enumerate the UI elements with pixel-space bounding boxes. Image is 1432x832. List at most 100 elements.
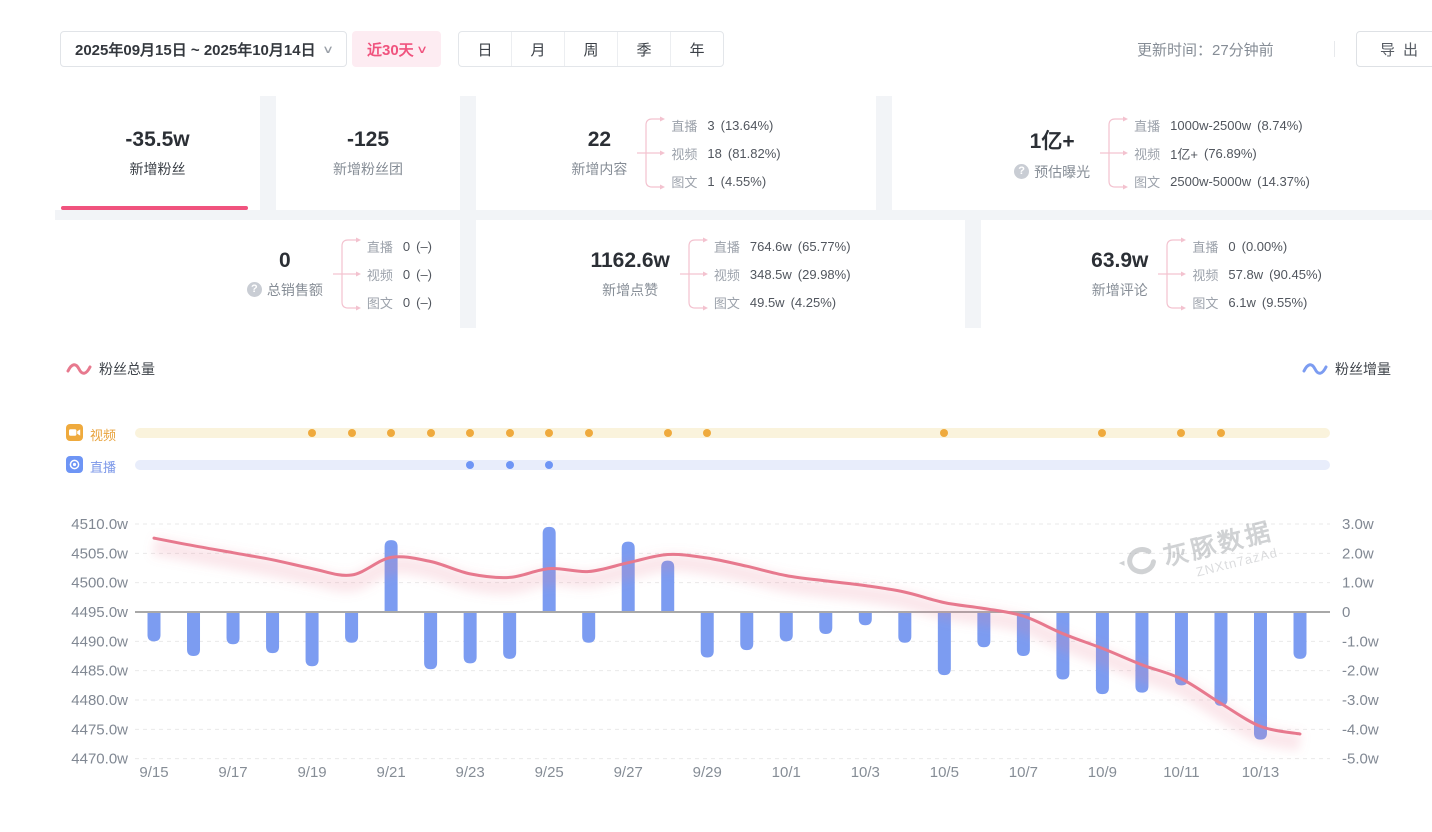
fan-delta-bar	[858, 611, 872, 626]
breakdown-row: 视频 348.5w (29.98%)	[713, 266, 851, 283]
live-marker-dot	[505, 461, 514, 469]
x-axis-tick-label: 9/27	[614, 764, 643, 781]
video-marker-dot	[426, 429, 435, 437]
fan-delta-bar	[582, 611, 596, 643]
x-axis-tick-label: 9/17	[218, 764, 247, 781]
fan-delta-bar	[1293, 611, 1307, 659]
fan-delta-bar	[305, 611, 319, 667]
right-axis-tick-label: -5.0w	[1342, 751, 1379, 768]
fan-delta-bar	[898, 611, 912, 643]
fan-delta-bar	[503, 611, 517, 659]
metric-card-new-likes[interactable]: 1162.6w 新增点赞 直播 764.6w (65.77%)	[476, 220, 965, 328]
metric-card-est-exposure[interactable]: 1亿+ ? 预估曝光 直播 1000w-2500w (8.7	[892, 96, 1432, 210]
metric-label: ? 预估曝光	[1014, 162, 1090, 182]
fan-delta-bar	[226, 611, 240, 645]
video-marker-dot	[308, 429, 317, 437]
blue-wave-icon	[1302, 363, 1328, 375]
metric-value: 1亿+	[1029, 129, 1075, 153]
chevron-down-icon: ∨	[415, 43, 428, 56]
fan-delta-bar	[779, 611, 793, 642]
breakdown-row: 图文 6.1w (9.55%)	[1192, 294, 1308, 311]
metric-card-new-comments[interactable]: 63.9w 新增评论 直播 0 (0.00%) 视频	[981, 220, 1432, 328]
video-marker-dot	[466, 429, 475, 437]
left-axis-tick-label: 4475.0w	[71, 721, 128, 738]
live-marker-dot	[545, 461, 554, 469]
left-axis-tick-label: 4500.0w	[71, 575, 128, 592]
metric-label: 新增粉丝团	[333, 160, 403, 177]
left-axis-tick-label: 4490.0w	[71, 633, 128, 650]
legend-fan-delta[interactable]: 粉丝增量	[1302, 359, 1391, 379]
fan-delta-bar	[740, 611, 754, 651]
video-marker-dot	[940, 429, 949, 437]
live-icon	[66, 456, 83, 473]
right-axis-tick-label: -3.0w	[1342, 692, 1379, 709]
x-axis-tick-label: 9/25	[535, 764, 564, 781]
date-range-picker[interactable]: 2025年09月15日 ~ 2025年10月14日 ∨	[60, 31, 347, 67]
tab-week[interactable]: 周	[564, 32, 617, 66]
help-icon[interactable]: ?	[246, 282, 262, 297]
metric-label: ? 总销售额	[246, 280, 323, 300]
x-axis-tick-label: 10/9	[1088, 764, 1117, 781]
fan-delta-bar	[819, 611, 833, 634]
tab-year[interactable]: 年	[670, 32, 723, 66]
chart-canvas: 4510.0w 3.0w 4505.0w 2.0w 4500.0w 1.0w 4495.0w…	[71, 516, 1379, 781]
tab-month[interactable]: 月	[511, 32, 564, 66]
video-marker-dot	[1177, 429, 1186, 437]
tab-day[interactable]: 日	[477, 41, 493, 59]
metric-card-new-fans[interactable]: -35.5w 新增粉丝	[55, 96, 260, 210]
export-button[interactable]: 导出	[1356, 31, 1432, 67]
video-marker-dot	[663, 429, 672, 437]
breakdown-connector	[332, 237, 361, 311]
breakdown-connector	[1158, 237, 1187, 311]
breakdown-row: 直播 0 (0.00%)	[1192, 238, 1288, 255]
legend-label: 粉丝总量	[99, 361, 155, 377]
video-marker-dot	[1216, 429, 1225, 437]
chevron-down-icon: ∨	[321, 43, 334, 56]
fan-delta-bar	[1214, 611, 1228, 706]
toolbar: 2025年09月15日 ~ 2025年10月14日 ∨ 近30天 ∨ 日 月 周…	[0, 0, 1432, 80]
right-axis-tick-label: 2.0w	[1342, 545, 1374, 562]
breakdown-row: 视频 0 (–)	[366, 266, 432, 283]
fan-delta-bar	[1174, 611, 1188, 686]
x-axis-tick-label: 9/19	[297, 764, 326, 781]
right-axis-tick-label: 3.0w	[1342, 516, 1374, 533]
metric-value: 0	[279, 248, 291, 272]
breakdown-row: 图文 2500w-5000w (14.37%)	[1134, 173, 1310, 190]
left-axis-tick-label: 4485.0w	[71, 663, 128, 680]
video-marker-dot	[347, 429, 356, 437]
legend-fan-total[interactable]: 粉丝总量	[66, 359, 155, 379]
breakdown-row: 视频 1亿+ (76.89%)	[1134, 145, 1257, 162]
legend-label: 粉丝增量	[1335, 361, 1391, 377]
update-time-label: 更新时间：27分钟前	[1137, 41, 1274, 59]
live-timeline: 直播	[0, 456, 1432, 475]
quick-range-selector[interactable]: 近30天 ∨	[352, 31, 441, 67]
breakdown-row: 图文 0 (–)	[366, 294, 432, 311]
metric-card-total-sales[interactable]: 0 ? 总销售额 直播 0 (–)	[55, 220, 460, 328]
x-axis-tick-label: 10/3	[851, 764, 880, 781]
help-icon[interactable]: ?	[1014, 164, 1030, 179]
video-timeline-label: 视频	[90, 428, 117, 443]
date-range-value: 2025年09月15日 ~ 2025年10月14日	[75, 41, 316, 59]
quick-range-value: 近30天	[367, 41, 414, 59]
fan-delta-bar	[147, 611, 161, 642]
breakdown-row: 直播 1000w-2500w (8.74%)	[1134, 117, 1303, 134]
metric-card-new-fanclub[interactable]: -125 新增粉丝团	[276, 96, 460, 210]
metric-label: 新增内容	[571, 160, 628, 177]
fans-trend-chart: 4510.0w 3.0w 4505.0w 2.0w 4500.0w 1.0w 4495.0w…	[0, 490, 1432, 820]
live-marker-dot	[466, 461, 475, 469]
left-axis-tick-label: 4510.0w	[71, 516, 128, 533]
tab-quarter[interactable]: 季	[617, 32, 670, 66]
fan-total-line	[152, 536, 1302, 736]
video-marker-dot	[505, 429, 514, 437]
fan-delta-bar	[463, 611, 477, 664]
breakdown-row: 图文 1 (4.55%)	[671, 173, 767, 190]
left-axis-tick-label: 4470.0w	[71, 751, 128, 768]
fan-delta-bar	[661, 560, 675, 612]
right-axis-tick-label: -4.0w	[1342, 721, 1379, 738]
metric-value: 1162.6w	[590, 248, 670, 272]
metric-value: 22	[587, 127, 612, 151]
metric-label: 新增评论	[1091, 281, 1148, 298]
left-axis-tick-label: 4480.0w	[71, 692, 128, 709]
metric-label: 新增粉丝	[129, 160, 186, 177]
metric-card-new-content[interactable]: 22 新增内容 直播 3 (13.64%) 视频 18	[476, 96, 876, 210]
